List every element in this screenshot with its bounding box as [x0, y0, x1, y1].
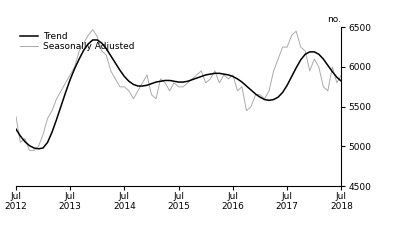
Legend: Trend, Seasonally Adjusted: Trend, Seasonally Adjusted: [20, 32, 135, 51]
Text: no.: no.: [328, 15, 341, 24]
